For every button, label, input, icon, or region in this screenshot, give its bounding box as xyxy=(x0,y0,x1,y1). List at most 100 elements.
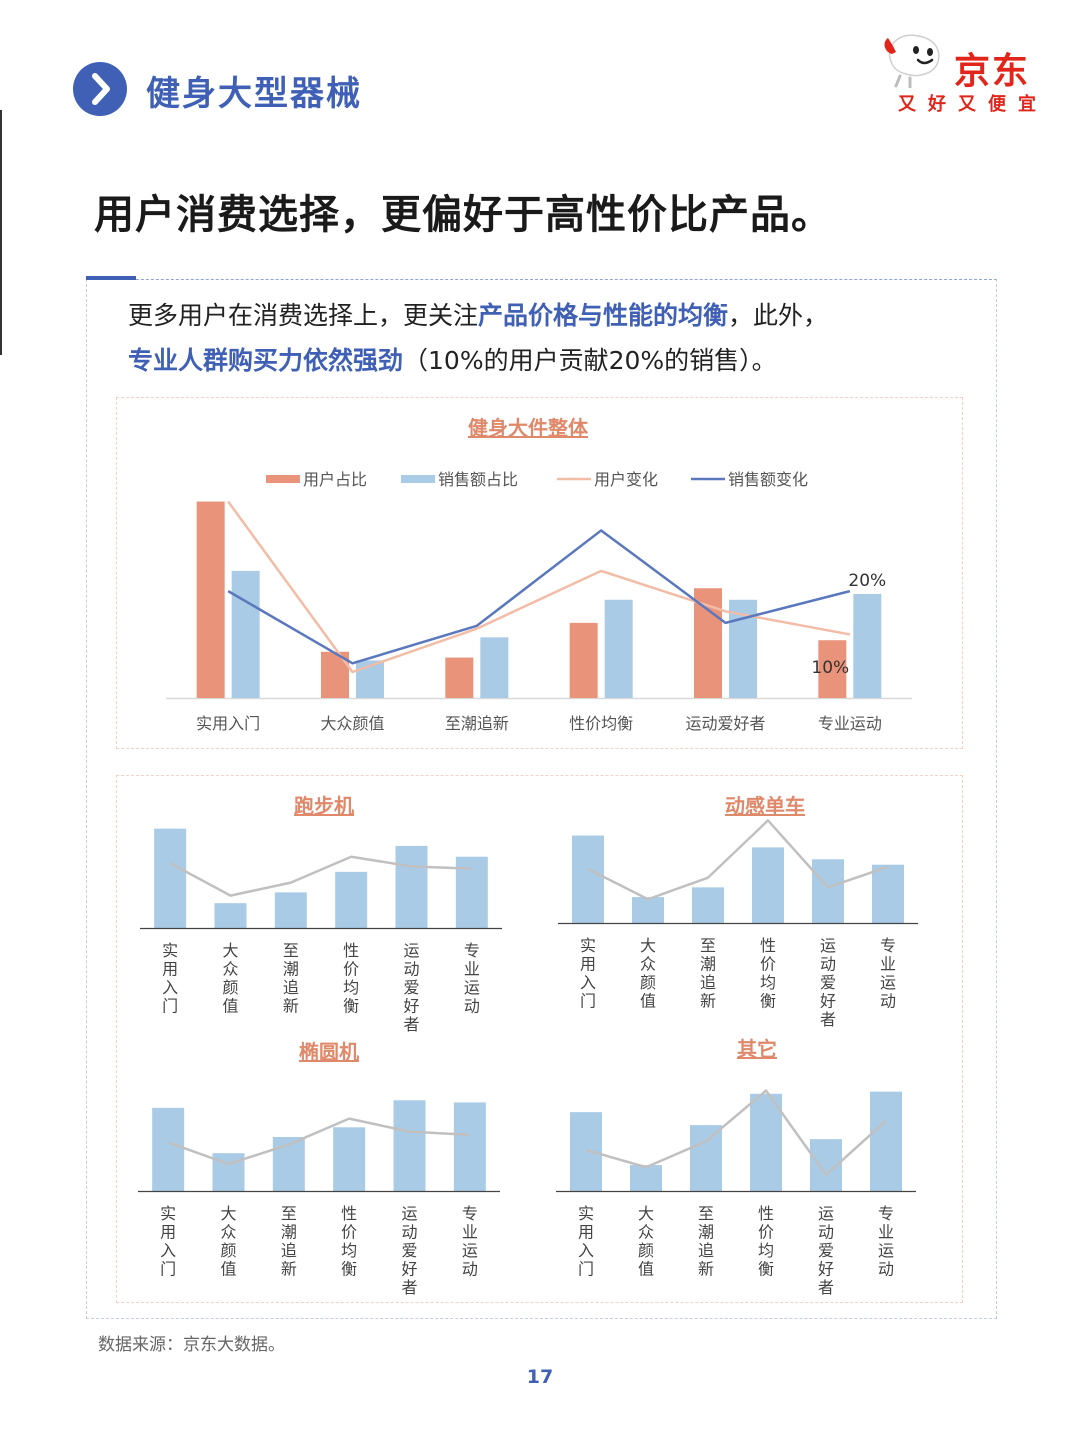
main-chart-x-tick-label: 大众颜值 xyxy=(320,714,384,733)
legend-user-share-label: 用户占比 xyxy=(303,470,367,489)
intro-text: （10%的用户贡献20%的销售）。 xyxy=(403,346,777,375)
elliptical-bar xyxy=(333,1127,366,1191)
brand-name: 京东 xyxy=(954,51,1031,92)
page-number: 17 xyxy=(526,1366,554,1388)
dog-mascot-icon xyxy=(884,34,940,88)
sales-share-bar xyxy=(480,637,509,698)
treadmill-trend-line xyxy=(169,855,472,897)
spin-bike-trend-line xyxy=(587,819,889,901)
spin-bike-bar xyxy=(572,835,604,923)
spin-bike-x-tick-label: 至潮追新 xyxy=(700,936,716,1011)
main-chart-panel xyxy=(116,397,963,749)
spin-bike-bar xyxy=(752,847,784,923)
elliptical-x-tick-label: 大众颜值 xyxy=(220,1204,236,1279)
annotation-user-share: 10% xyxy=(811,658,849,678)
treadmill-x-tick-label: 至潮追新 xyxy=(283,941,299,1016)
other-x-tick-label: 性价均衡 xyxy=(758,1204,774,1279)
spin-bike-x-tick-label: 运动爱好者 xyxy=(820,936,836,1029)
intro-line-1: 更多用户在消费选择上，更关注产品价格与性能的均衡，此外， xyxy=(128,296,828,332)
user-share-bar xyxy=(569,622,598,698)
other-x-tick-label: 运动爱好者 xyxy=(818,1204,834,1297)
main-chart-title: 健身大件整体 xyxy=(468,416,588,440)
main-chart-x-tick-label: 专业运动 xyxy=(818,714,882,733)
spin-bike-x-tick-label: 性价均衡 xyxy=(760,936,776,1011)
intro-highlight: 专业人群购买力依然强劲 xyxy=(128,346,404,375)
spin-bike-x-tick-label: 大众颜值 xyxy=(640,936,656,1011)
legend-sales-share-swatch xyxy=(401,475,435,483)
treadmill-x-tick-label: 专业运动 xyxy=(464,941,480,1016)
sales-change-line xyxy=(227,529,851,665)
other-bar xyxy=(870,1091,902,1191)
other-x-tick-label: 专业运动 xyxy=(878,1204,894,1279)
elliptical-bar xyxy=(152,1107,185,1191)
chevron-right-icon xyxy=(73,62,127,116)
spin-bike-bar xyxy=(872,864,904,923)
annotation-sales-share: 20% xyxy=(848,571,886,591)
elliptical-x-tick-label: 性价均衡 xyxy=(341,1204,357,1279)
treadmill-bar xyxy=(214,903,247,928)
elliptical-chart-title: 椭圆机 xyxy=(299,1040,359,1064)
spin-bike-chart-title: 动感单车 xyxy=(725,794,805,818)
page-headline: 用户消费选择，更偏好于高性价比产品。 xyxy=(94,192,832,238)
left-edge-rule xyxy=(0,110,2,355)
spin-bike-x-tick-label: 专业运动 xyxy=(880,936,896,1011)
treadmill-bar xyxy=(335,871,368,928)
user-change-line xyxy=(227,500,851,674)
intro-line-2: 专业人群购买力依然强劲（10%的用户贡献20%的销售）。 xyxy=(128,341,777,377)
user-share-bar xyxy=(196,501,225,698)
treadmill-chart-title: 跑步机 xyxy=(294,794,354,818)
section-title: 健身大型器械 xyxy=(146,74,362,114)
legend-sales-change-label: 销售额变化 xyxy=(728,470,808,489)
intro-text: 更多用户在消费选择上，更关注 xyxy=(128,301,479,330)
spin-bike-bar xyxy=(632,897,664,923)
sales-share-bar xyxy=(853,594,882,698)
treadmill-bar xyxy=(274,892,307,928)
user-share-bar xyxy=(818,640,847,698)
treadmill-x-tick-label: 运动爱好者 xyxy=(403,941,419,1034)
content-frame-accent xyxy=(86,276,136,280)
elliptical-x-tick-label: 专业运动 xyxy=(462,1204,478,1279)
treadmill-x-tick-label: 实用入门 xyxy=(162,941,178,1016)
other-bar xyxy=(570,1112,602,1191)
main-chart-x-tick-label: 实用入门 xyxy=(196,714,260,733)
sales-share-bar xyxy=(231,570,260,698)
treadmill-x-tick-label: 大众颜值 xyxy=(222,941,238,1016)
main-chart-x-tick-label: 至潮追新 xyxy=(445,714,509,733)
elliptical-bar xyxy=(393,1100,426,1191)
legend-user-change-label: 用户变化 xyxy=(594,470,658,489)
spin-bike-x-tick-label: 实用入门 xyxy=(580,936,596,1011)
legend-sales-share-label: 销售额占比 xyxy=(438,470,518,489)
other-chart-title: 其它 xyxy=(737,1037,777,1061)
user-share-bar xyxy=(445,657,474,698)
other-x-tick-label: 实用入门 xyxy=(578,1204,594,1279)
main-chart-x-tick-label: 运动爱好者 xyxy=(685,714,765,733)
main-chart-x-tick-label: 性价均衡 xyxy=(569,714,633,733)
other-x-tick-label: 至潮追新 xyxy=(698,1204,714,1279)
intro-text: ，此外， xyxy=(728,301,829,330)
intro-highlight: 产品价格与性能的均衡 xyxy=(478,301,729,330)
other-trend-line xyxy=(585,1089,887,1177)
other-bar xyxy=(750,1093,782,1191)
elliptical-trend-line xyxy=(167,1117,470,1166)
content-frame xyxy=(86,279,997,1319)
other-x-tick-label: 大众颜值 xyxy=(638,1204,654,1279)
elliptical-x-tick-label: 实用入门 xyxy=(160,1204,176,1279)
treadmill-bar xyxy=(395,845,428,928)
spin-bike-bar xyxy=(812,859,844,923)
elliptical-x-tick-label: 至潮追新 xyxy=(281,1204,297,1279)
data-source-note: 数据来源：京东大数据。 xyxy=(98,1335,285,1355)
brand-logo: 京东 又好又便宜 xyxy=(880,28,1050,118)
other-bar xyxy=(690,1125,722,1191)
brand-slogan: 又好又便宜 xyxy=(898,94,1048,115)
category-charts-panel xyxy=(116,775,963,1303)
elliptical-x-tick-label: 运动爱好者 xyxy=(401,1204,417,1297)
legend-user-share-swatch xyxy=(266,475,300,483)
sales-share-bar xyxy=(604,599,633,698)
spin-bike-bar xyxy=(692,887,724,923)
treadmill-bar xyxy=(154,828,187,928)
other-bar xyxy=(630,1165,662,1191)
elliptical-bar xyxy=(453,1102,486,1191)
treadmill-x-tick-label: 性价均衡 xyxy=(343,941,359,1016)
elliptical-bar xyxy=(272,1137,305,1191)
